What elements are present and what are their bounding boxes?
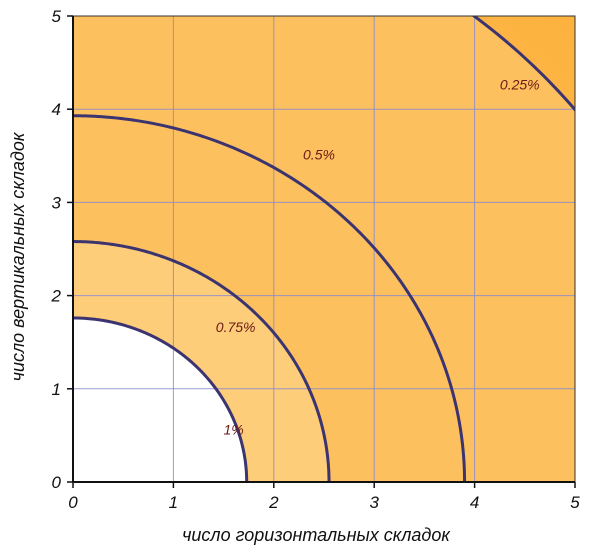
contour-label-0.25%: 0.25%: [500, 77, 540, 93]
y-tick-label: 4: [52, 100, 61, 119]
x-tick-label: 2: [268, 493, 279, 512]
x-tick-label: 0: [68, 493, 78, 512]
y-tick-label: 0: [52, 473, 62, 492]
y-tick-label: 5: [52, 7, 62, 26]
contour-label-0.75%: 0.75%: [216, 319, 256, 335]
y-tick-label: 2: [51, 287, 62, 306]
y-tick-label: 3: [52, 193, 62, 212]
y-axis-title: число вертикальных складок: [8, 131, 28, 381]
x-axis-title: число горизонтальных складок: [182, 525, 451, 545]
band-inner: [73, 317, 247, 482]
x-tick-label: 1: [169, 493, 178, 512]
contour-line-0.25%: [471, 16, 575, 112]
y-tick-label: 1: [52, 380, 61, 399]
x-tick-label: 3: [369, 493, 379, 512]
contour-label-0.5%: 0.5%: [303, 147, 335, 163]
contour-line-0.75%: [73, 240, 331, 482]
x-tick-label: 5: [570, 493, 580, 512]
contour-label-1%: 1%: [224, 421, 244, 437]
x-tick-label: 4: [470, 493, 479, 512]
contour-line-1%: [73, 316, 249, 482]
contour-line-0.5%: [73, 114, 467, 482]
